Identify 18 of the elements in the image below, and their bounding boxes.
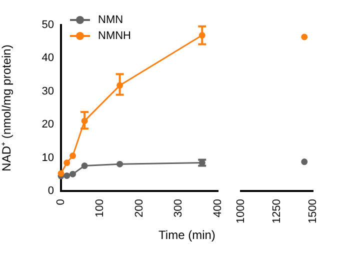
legend-label: NMNH: [98, 30, 131, 42]
y-tick-label: 50: [42, 19, 54, 32]
y-axis-title: NAD⁺ (nmol/mg protein): [0, 44, 14, 172]
y-tick-label: 40: [42, 52, 54, 64]
x-tick-label: 1250: [271, 199, 284, 224]
y-tick-label: 0: [48, 185, 54, 198]
y-tick-label: 20: [42, 118, 54, 131]
x-axis-title: Time (min): [158, 228, 216, 242]
legend-label: NMN: [98, 14, 124, 26]
y-tick-label: 10: [42, 152, 54, 164]
x-tick-label: 1500: [307, 199, 320, 224]
x-tick-label: 1000: [235, 199, 248, 224]
y-tick-label: 30: [42, 85, 54, 98]
x-tick-label: 400: [212, 199, 224, 218]
x-tick-label: 100: [94, 199, 106, 218]
x-tick-label: 300: [172, 199, 185, 218]
x-tick-label: 0: [55, 199, 68, 206]
x-tick-label: 200: [133, 199, 146, 218]
